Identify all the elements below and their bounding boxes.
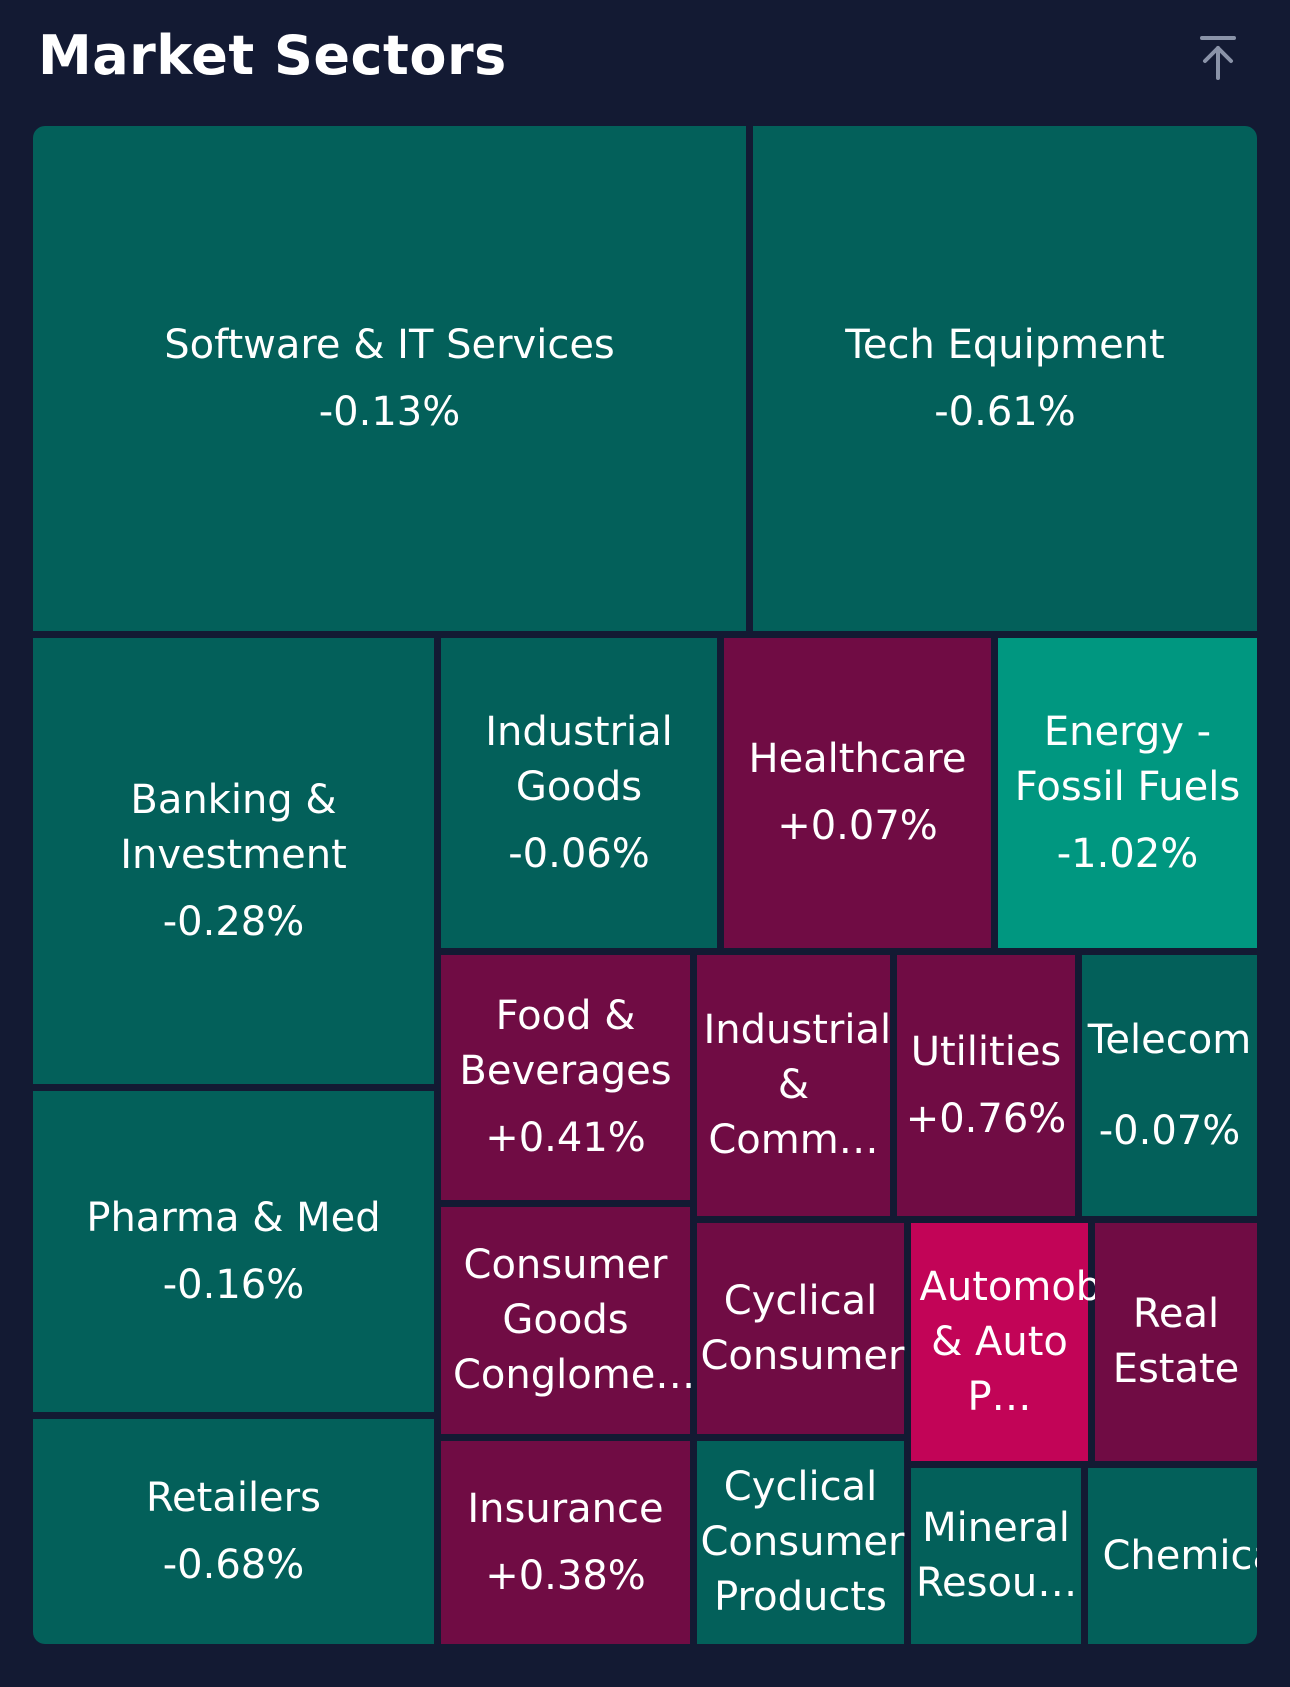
sector-change: -0.61% — [934, 388, 1076, 435]
sector-name: Healthcare — [748, 736, 967, 782]
sector-name: Chemicals — [1102, 1532, 1258, 1579]
sector-name: Software & IT Services — [164, 321, 615, 368]
sector-name: Banking & Investment — [120, 776, 347, 878]
sector-tile-insurance[interactable]: Insurance +0.38% — [441, 1441, 690, 1644]
sector-name: Retailers — [146, 1474, 321, 1521]
sector-name: Mineral Resou… — [916, 1505, 1078, 1606]
sector-tile-consumer-goods-conglomerates[interactable]: Consumer Goods Conglome… — [441, 1207, 696, 1434]
sector-name: Pharma & Med — [86, 1194, 381, 1241]
sector-change: +0.76% — [905, 1095, 1067, 1142]
sector-change: -0.13% — [318, 388, 461, 435]
sector-tile-industrial-goods[interactable]: Industrial Goods -0.06% — [441, 638, 717, 948]
sector-tile-chemicals[interactable]: Chemicals — [1088, 1468, 1257, 1644]
sector-tile-telecom[interactable]: Telecom -0.07% — [1082, 955, 1257, 1216]
sector-name: Energy - Fossil Fuels — [1014, 708, 1241, 810]
sector-tile-cyclical-consumer-products[interactable]: Cyclical Consumer Products — [697, 1441, 904, 1644]
sector-name: Food & Beverages — [459, 993, 672, 1094]
sector-change: -0.68% — [162, 1541, 305, 1588]
sector-change: -0.06% — [508, 830, 650, 877]
sector-name: Telecom — [1087, 1016, 1252, 1063]
sector-change: -1.02% — [1056, 830, 1199, 877]
scroll-to-top-button[interactable] — [1190, 26, 1246, 90]
sector-tile-tech-equipment[interactable]: Tech Equipment -0.61% — [753, 126, 1257, 631]
sector-name: Cyclical Consumer — [700, 1277, 905, 1379]
sector-name: Insurance — [467, 1485, 664, 1532]
sector-tile-mineral-resources[interactable]: Mineral Resou… — [911, 1468, 1081, 1644]
sector-name: Automobiles & Auto P… — [919, 1263, 1169, 1420]
sector-tile-real-estate[interactable]: Real Estate — [1095, 1223, 1257, 1461]
sector-name: Tech Equipment — [845, 321, 1165, 368]
sector-tile-software-it-services[interactable]: Software & IT Services -0.13% — [33, 126, 746, 631]
arrow-up-to-line-icon — [1200, 36, 1236, 80]
sector-tile-pharma-med[interactable]: Pharma & Med -0.16% — [33, 1091, 434, 1412]
sector-tile-industrial-comm[interactable]: Industrial & Comm… — [697, 955, 892, 1216]
sector-change: -0.28% — [162, 898, 305, 945]
sector-tile-food-beverages[interactable]: Food & Beverages +0.41% — [441, 955, 690, 1200]
sector-change: +0.41% — [485, 1115, 646, 1161]
sector-name: Real Estate — [1112, 1291, 1240, 1392]
sector-tile-healthcare[interactable]: Healthcare +0.07% — [724, 638, 991, 948]
sector-name: Industrial & Comm… — [703, 1007, 892, 1163]
sector-change: +0.07% — [777, 803, 938, 849]
sector-tile-cyclical-consumer[interactable]: Cyclical Consumer — [697, 1223, 904, 1434]
sector-treemap: Software & IT Services -0.13% Tech Equip… — [33, 126, 1257, 1644]
sector-tile-automobiles-auto-parts[interactable]: Automobiles & Auto P… — [911, 1223, 1169, 1461]
sector-change: +0.38% — [485, 1552, 646, 1599]
sector-name: Cyclical Consumer Products — [700, 1464, 905, 1620]
sector-change: -0.16% — [162, 1261, 305, 1308]
page-title: Market Sectors — [38, 24, 507, 87]
sector-name: Industrial Goods — [485, 708, 673, 810]
sector-change: -0.07% — [1098, 1107, 1241, 1154]
sector-name: Consumer Goods Conglome… — [453, 1242, 696, 1398]
sector-tile-utilities[interactable]: Utilities +0.76% — [897, 955, 1075, 1216]
sector-tile-energy-fossil-fuels[interactable]: Energy - Fossil Fuels -1.02% — [998, 638, 1257, 948]
sector-name: Utilities — [910, 1028, 1062, 1075]
sector-tile-banking-investment[interactable]: Banking & Investment -0.28% — [33, 638, 434, 1084]
sector-tile-retailers[interactable]: Retailers -0.68% — [33, 1419, 434, 1644]
